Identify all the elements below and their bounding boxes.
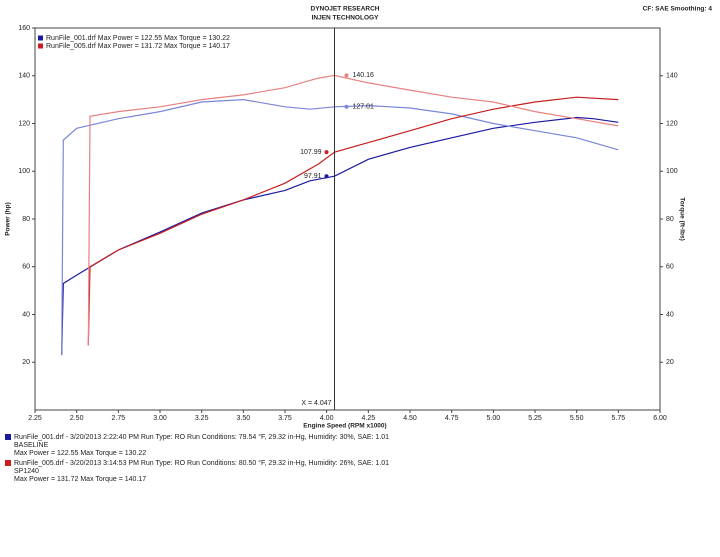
series-line	[61, 116, 619, 356]
x-tick-label: 4.00	[320, 415, 334, 422]
x-tick-label: 5.25	[528, 415, 542, 422]
y2-tick-label: 100	[666, 168, 678, 175]
info-line: RunFile_005.drf - 3/20/2013 3:14:53 PM R…	[14, 459, 389, 467]
annotation-marker	[324, 150, 329, 155]
y-tick-label: 60	[22, 264, 30, 271]
annotation-marker	[344, 73, 349, 78]
x-tick-label: 5.00	[487, 415, 501, 422]
info-swatch	[5, 460, 11, 466]
x-tick-label: 3.50	[237, 415, 251, 422]
x-tick-label: 4.75	[445, 415, 459, 422]
series-line	[87, 96, 619, 346]
info-line: BASELINE	[14, 442, 49, 449]
y2-tick-label: 120	[666, 120, 678, 127]
annotation-marker	[344, 104, 349, 109]
series-line	[61, 98, 619, 356]
x-tick-label: 5.50	[570, 415, 584, 422]
x-tick-label: 4.25	[362, 415, 376, 422]
legend-swatch	[38, 43, 43, 49]
y-axis-label: Power (hp)	[5, 202, 12, 236]
x-tick-label: 2.75	[112, 415, 126, 422]
y2-tick-label: 20	[666, 359, 674, 366]
annotation-marker	[324, 174, 329, 179]
x-tick-label: 5.75	[612, 415, 626, 422]
annotation-label: 107.99	[300, 149, 322, 156]
y-tick-label: 40	[22, 311, 30, 318]
annotation-label: 127.01	[353, 104, 375, 111]
legend-entry: RunFile_005.drf Max Power = 131.72 Max T…	[46, 43, 230, 50]
x-tick-label: 3.00	[153, 415, 167, 422]
y-tick-label: 20	[22, 359, 30, 366]
series-line	[87, 74, 619, 346]
info-line: Max Power = 122.55 Max Torque = 130.22	[14, 450, 146, 457]
annotation-label: 140.16	[353, 72, 375, 79]
info-line: SP1240	[14, 468, 39, 475]
x-axis-label: Engine Speed (RPM x1000)	[303, 423, 386, 430]
legend-swatch	[38, 35, 43, 41]
y2-tick-label: 40	[666, 311, 674, 318]
y2-tick-label: 60	[666, 264, 674, 271]
x-tick-label: 2.25	[28, 415, 42, 422]
x-tick-label: 3.25	[195, 415, 209, 422]
x-tick-label: 6.00	[653, 415, 667, 422]
legend-entry: RunFile_001.drf Max Power = 122.55 Max T…	[46, 35, 230, 42]
info-swatch	[5, 434, 11, 440]
chart-title: DYNOJET RESEARCH	[311, 6, 380, 13]
x-tick-label: 2.50	[70, 415, 84, 422]
y2-tick-label: 140	[666, 73, 678, 80]
cursor-label: X = 4.047	[301, 400, 331, 407]
info-line: Max Power = 131.72 Max Torque = 140.17	[14, 476, 146, 483]
plot-frame	[34, 27, 661, 411]
y-tick-label: 140	[18, 73, 30, 80]
info-line: RunFile_001.drf - 3/20/2013 2:22:40 PM R…	[14, 433, 389, 441]
annotation-label: 97.91	[304, 173, 322, 180]
y-tick-label: 80	[22, 216, 30, 223]
corner-note: CF: SAE Smoothing: 4	[643, 6, 713, 13]
y-tick-label: 120	[18, 120, 30, 127]
chart-subtitle: INJEN TECHNOLOGY	[312, 15, 379, 22]
x-tick-label: 4.50	[403, 415, 417, 422]
y2-axis-label: Torque (ft-lbs)	[678, 197, 685, 241]
x-tick-label: 3.75	[278, 415, 292, 422]
y2-tick-label: 80	[666, 216, 674, 223]
y-tick-label: 160	[18, 25, 30, 32]
y-tick-label: 100	[18, 168, 30, 175]
